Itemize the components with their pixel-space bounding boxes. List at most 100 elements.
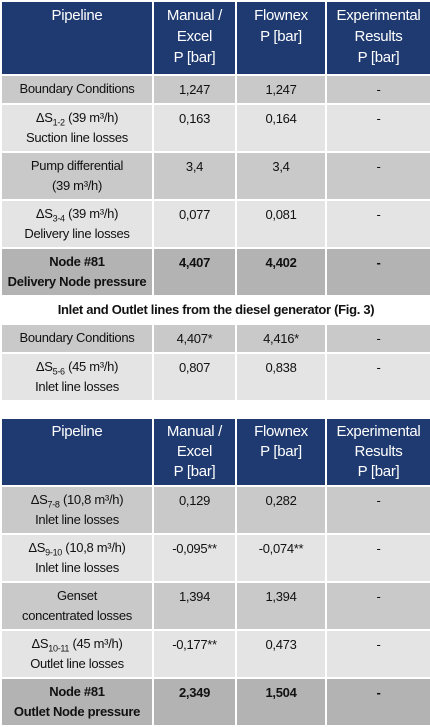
header-line: Pipeline	[51, 7, 103, 24]
flownex-value: 1,504	[265, 685, 297, 700]
manual-cell: 1,394	[152, 581, 237, 631]
table-row: ΔS7-8 (10,8 m³/h) Inlet line losses 0,129 0…	[0, 485, 430, 535]
table-row: ΔS1-2 (39 m³/h) Suction line losses 0,163 0…	[0, 103, 430, 153]
subscript: 7-8	[47, 499, 60, 510]
manual-value: 1,394	[178, 589, 211, 604]
symbol: ΔS	[30, 492, 48, 507]
symbol: ΔS	[35, 359, 53, 374]
experimental-value: -	[376, 159, 381, 174]
data-table: Pipeline Manual / Excel P [bar] Flownex P [ba…	[0, 0, 430, 402]
flownex-value: 0,164	[265, 111, 297, 126]
pipeline-cell: Pump differential (39 m³/h)	[0, 151, 154, 201]
subscript: 3-4	[52, 213, 65, 224]
flownex-cell: 4,402	[235, 247, 327, 297]
pipeline-line: ΔS5-6 (45 m³/h)	[4, 357, 150, 377]
experimental-cell: -	[325, 352, 430, 402]
table-row: ΔS9-10 (10,8 m³/h) Inlet line losses -0,09…	[0, 533, 430, 583]
manual-value: 0,129	[178, 493, 211, 508]
header-line: Flownex	[254, 7, 308, 24]
experimental-value: -	[376, 589, 381, 604]
section-cell: Inlet and Outlet lines from the diesel g…	[0, 295, 430, 325]
pipeline-line: ΔS7-8 (10,8 m³/h)	[4, 490, 150, 510]
pipeline-line: (39 m³/h)	[51, 178, 103, 193]
pipeline-line: ΔS10-11 (45 m³/h)	[4, 634, 150, 654]
manual-cell: 2,349	[152, 677, 237, 727]
header-cell: Pipeline	[0, 0, 154, 76]
flownex-value: 0,473	[265, 637, 297, 652]
experimental-cell: -	[325, 103, 430, 153]
pipeline-line: Boundary Conditions	[19, 81, 135, 96]
flownex-cell: 0,473	[235, 629, 327, 679]
manual-cell: 0,807	[152, 352, 237, 402]
subscript: 9-10	[45, 547, 62, 558]
flownex-value: 1,394	[265, 589, 297, 604]
table-row: ΔS10-11 (45 m³/h) Outlet line losses -0,17…	[0, 629, 430, 679]
manual-cell: 0,163	[152, 103, 237, 153]
header-row: Pipeline Manual / Excel P [bar] Flownex P [ba…	[0, 417, 430, 487]
experimental-cell: -	[325, 247, 430, 297]
manual-value: 0,077	[178, 207, 211, 222]
manual-value: -0,095**	[172, 541, 217, 556]
flownex-cell: 0,838	[235, 352, 327, 402]
experimental-value: -	[376, 685, 381, 700]
experimental-value: -	[376, 360, 381, 375]
header-line: P [bar]	[173, 463, 216, 480]
manual-value: 1,247	[178, 82, 211, 97]
header-cell: Experimental Results P [bar]	[325, 0, 430, 76]
experimental-cell: -	[325, 629, 430, 679]
experimental-value: -	[376, 637, 381, 652]
flownex-cell: -0,074**	[235, 533, 327, 583]
flownex-value: 0,282	[265, 493, 297, 508]
pipeline-line: Inlet line losses	[35, 560, 119, 575]
header-line: Manual /	[166, 7, 223, 24]
manual-value: 4,407	[178, 255, 211, 270]
experimental-value: -	[376, 331, 381, 346]
header-line: Pipeline	[51, 423, 103, 440]
table-row: Boundary Conditions 4,407* 4,416* -	[0, 323, 430, 354]
header-cell: Pipeline	[0, 417, 154, 487]
symbol: ΔS	[31, 636, 49, 651]
table-row: Node #81 Delivery Node pressure 4,407 4,402…	[0, 247, 430, 297]
header-line: Excel	[176, 443, 213, 460]
manual-value: -0,177**	[172, 637, 217, 652]
flow: (10,8 m³/h)	[62, 540, 126, 555]
experimental-value: -	[376, 493, 381, 508]
pipeline-line: Suction line losses	[26, 130, 128, 145]
experimental-cell: -	[325, 581, 430, 631]
header-line: Results	[354, 443, 403, 460]
flownex-value: 4,416*	[263, 331, 299, 346]
pipeline-line: Pump differential	[30, 158, 124, 173]
flow: (39 m³/h)	[64, 110, 119, 125]
header-line: P [bar]	[260, 443, 302, 460]
table-row: Inlet and Outlet lines from the diesel g…	[0, 295, 430, 325]
data-table: Pipeline Manual / Excel P [bar] Flownex P [ba…	[0, 417, 430, 727]
manual-value: 2,349	[178, 685, 211, 700]
flownex-cell: 3,4	[235, 151, 327, 201]
experimental-value: -	[376, 207, 381, 222]
pipeline-line: ΔS9-10 (10,8 m³/h)	[4, 538, 150, 558]
flownex-value: 3,4	[272, 159, 290, 174]
pipeline-cell: ΔS5-6 (45 m³/h) Inlet line losses	[0, 352, 154, 402]
experimental-value: -	[376, 541, 381, 556]
header-line: P [bar]	[260, 28, 302, 45]
flownex-cell: 0,164	[235, 103, 327, 153]
subscript: 5-6	[52, 366, 65, 377]
header-cell: Manual / Excel P [bar]	[152, 417, 237, 487]
flow: (45 m³/h)	[64, 359, 119, 374]
pipeline-cell: Boundary Conditions	[0, 323, 154, 354]
flownex-value: 0,838	[265, 360, 297, 375]
experimental-cell: -	[325, 199, 430, 249]
flow: (10,8 m³/h)	[59, 492, 124, 507]
experimental-cell: -	[325, 74, 430, 105]
symbol: ΔS	[35, 206, 53, 221]
pipeline-line: Outlet line losses	[30, 656, 124, 671]
manual-cell: 0,129	[152, 485, 237, 535]
header-line: P [bar]	[173, 49, 216, 66]
manual-value: 0,807	[178, 360, 211, 375]
pipeline-line: Delivery line losses	[24, 226, 130, 241]
pipeline-cell: ΔS1-2 (39 m³/h) Suction line losses	[0, 103, 154, 153]
manual-cell: 3,4	[152, 151, 237, 201]
flow: (39 m³/h)	[64, 206, 119, 221]
pipeline-line: Node #81	[49, 684, 105, 699]
manual-cell: 1,247	[152, 74, 237, 105]
